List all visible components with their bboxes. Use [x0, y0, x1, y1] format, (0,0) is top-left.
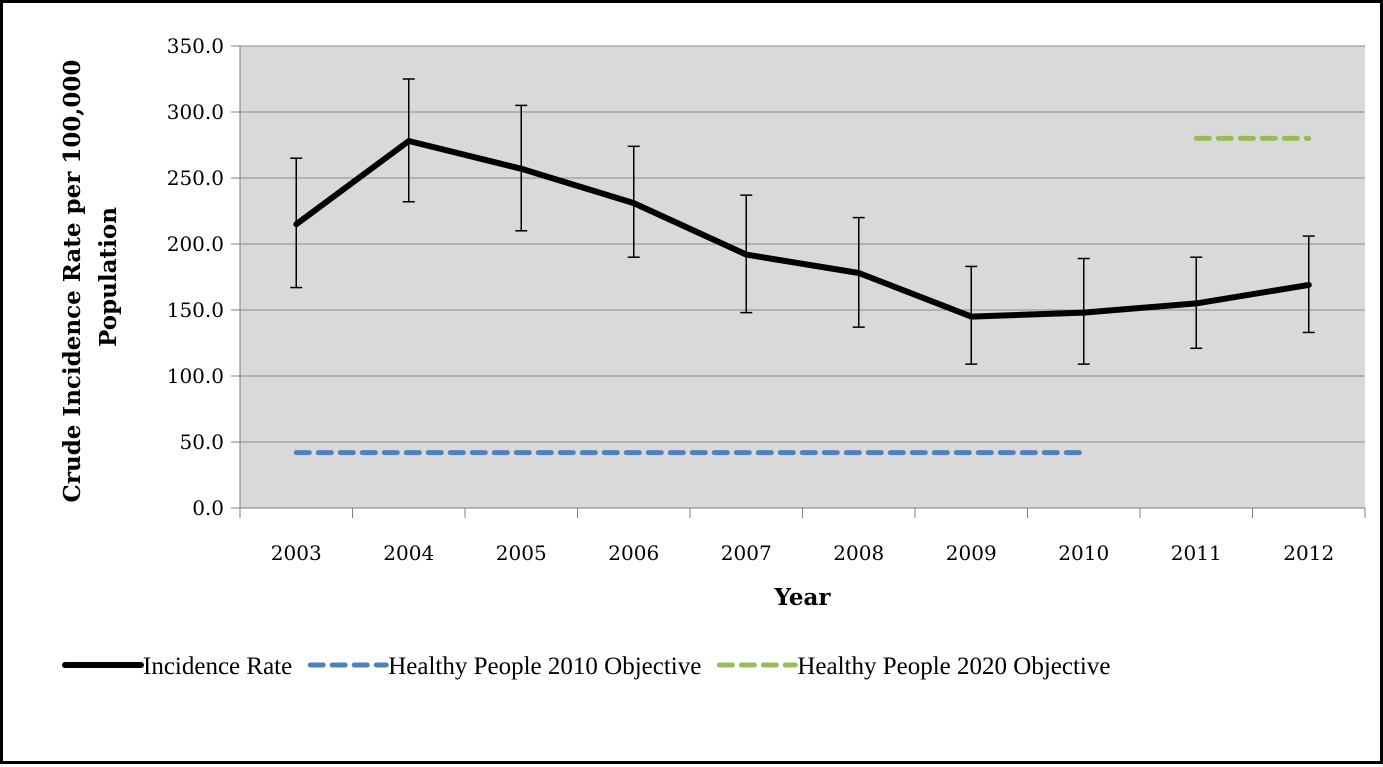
x-tick-label: 2006	[608, 541, 659, 565]
y-tick-label: 0.0	[192, 496, 224, 520]
x-tick-label: 2011	[1171, 541, 1222, 565]
line-chart: 0.0 50.0 100.0 150.0 200.0 250.0 300.0 350.0 200…	[59, 34, 1366, 680]
y-tick-label: 150.0	[167, 298, 224, 322]
y-tick-label: 100.0	[167, 364, 224, 388]
x-axis-title: Year	[773, 584, 831, 611]
y-axis-title-line2: Population	[95, 207, 122, 347]
x-tick-label: 2007	[721, 541, 772, 565]
plot-area	[240, 46, 1365, 508]
series-layer	[290, 78, 1315, 456]
legend-label-1: Incidence Rate	[143, 653, 292, 680]
x-tick-label: 2003	[271, 541, 322, 565]
legend-label-2: Healthy People 2010 Objective	[388, 653, 701, 680]
x-tick-label: 2004	[383, 541, 434, 565]
y-axis-title: Crude Incidence Rate per 100,000 Populat…	[59, 52, 122, 503]
legend: Incidence Rate Healthy People 2010 Object…	[62, 653, 1110, 680]
y-tick-label: 50.0	[179, 430, 224, 454]
x-tick-label: 2010	[1058, 541, 1109, 565]
y-tick-label: 200.0	[167, 232, 224, 256]
y-axis-title-line1: Crude Incidence Rate per 100,000	[59, 60, 86, 503]
axes: 0.0 50.0 100.0 150.0 200.0 250.0 300.0 350.0 200…	[167, 34, 1366, 565]
y-tick-label: 350.0	[167, 34, 224, 58]
x-tick-label: 2005	[496, 541, 547, 565]
y-tick-label: 300.0	[167, 100, 224, 124]
series-line-1	[293, 138, 1312, 320]
y-tick-label: 250.0	[167, 166, 224, 190]
gridlines	[240, 45, 1365, 443]
x-tick-label: 2009	[946, 541, 997, 565]
x-tick-label: 2008	[833, 541, 884, 565]
legend-label-3: Healthy People 2020 Objective	[797, 653, 1110, 680]
x-tick-label: 2012	[1283, 541, 1334, 565]
